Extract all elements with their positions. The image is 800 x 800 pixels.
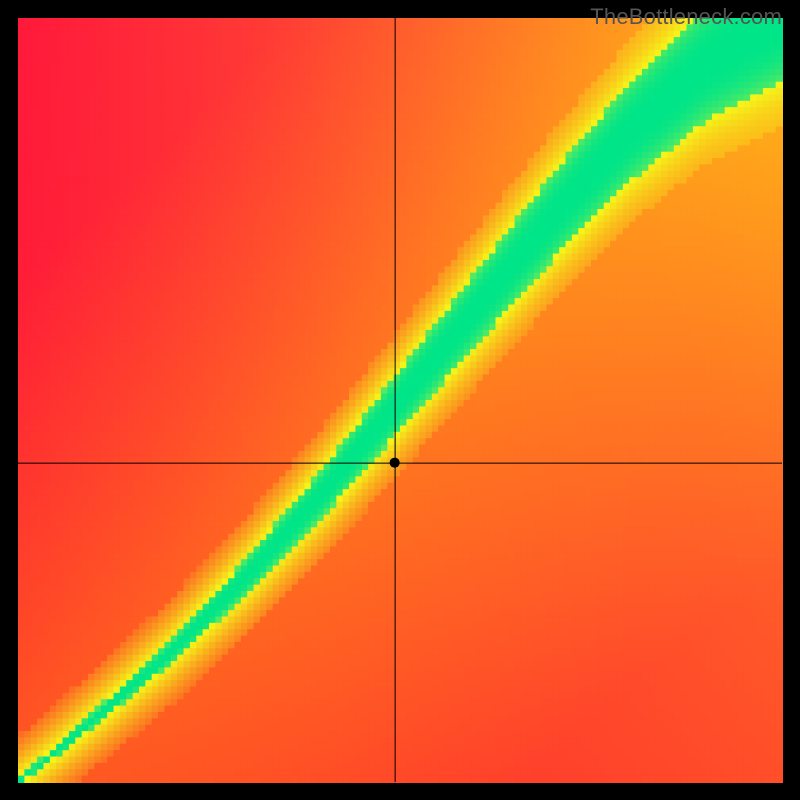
bottleneck-heatmap <box>0 0 800 800</box>
chart-frame: TheBottleneck.com <box>0 0 800 800</box>
watermark-text: TheBottleneck.com <box>590 4 782 30</box>
